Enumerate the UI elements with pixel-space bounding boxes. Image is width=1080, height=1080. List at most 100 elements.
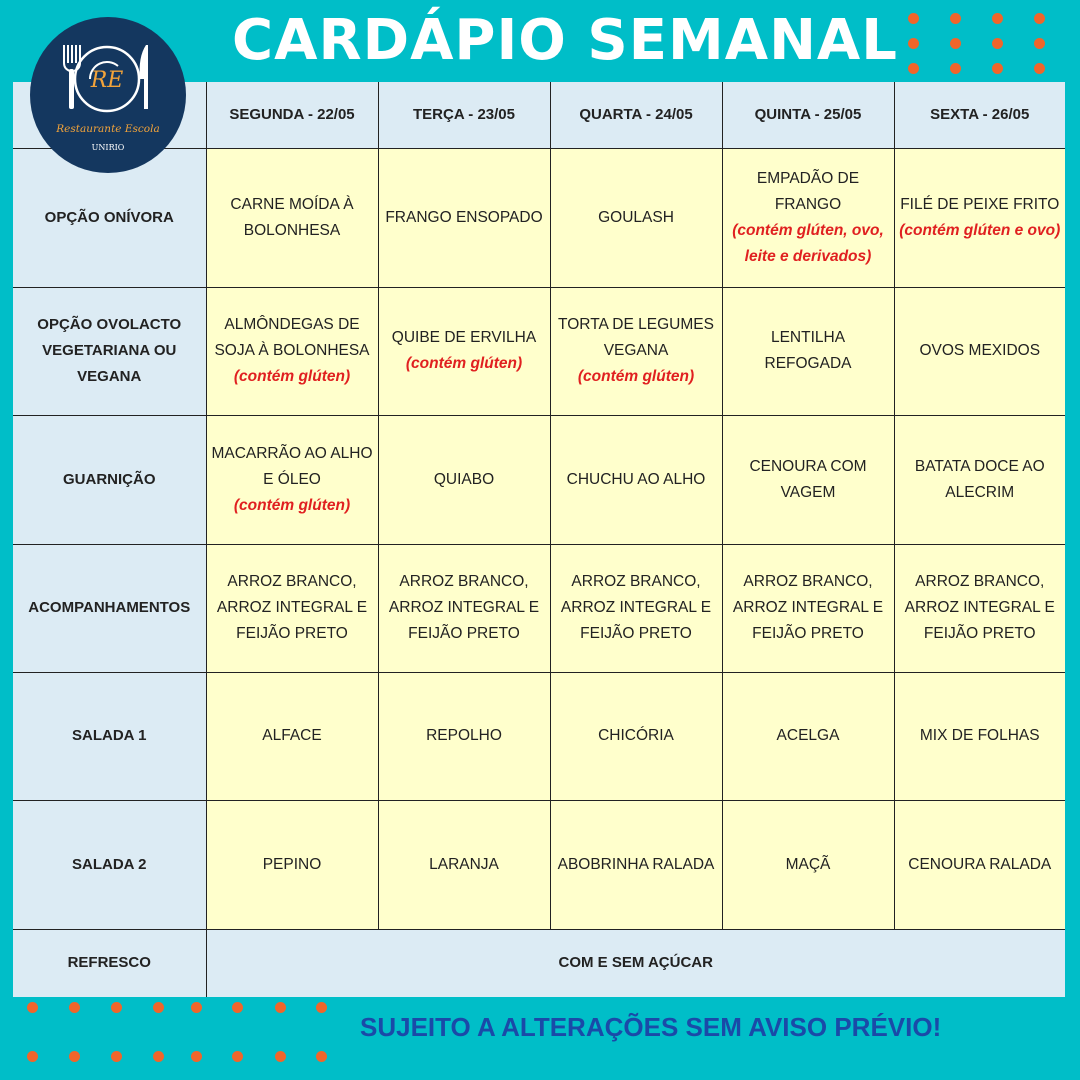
menu-cell: ALMÔNDEGAS DE SOJA À BOLONHESA (contém gl… bbox=[205, 286, 379, 416]
menu-cell: MIX DE FOLHAS bbox=[893, 671, 1065, 801]
dish-name: ARROZ BRANCO, ARROZ INTEGRAL E FEIJÃO PR… bbox=[216, 573, 368, 642]
day-label: QUINTA - 25/05 bbox=[754, 105, 862, 123]
menu-cell: ARROZ BRANCO, ARROZ INTEGRAL E FEIJÃO PR… bbox=[377, 543, 551, 673]
dot bbox=[153, 1002, 164, 1013]
table-row: SALADA 2 PEPINO LARANJA ABOBRINHA RALADA MAÇ… bbox=[13, 799, 1065, 930]
menu-cell: ARROZ BRANCO, ARROZ INTEGRAL E FEIJÃO PR… bbox=[893, 543, 1065, 673]
dot bbox=[908, 13, 919, 24]
menu-cell: ABOBRINHA RALADA bbox=[549, 799, 723, 930]
menu-cell: ARROZ BRANCO, ARROZ INTEGRAL E FEIJÃO PR… bbox=[205, 543, 379, 673]
dot bbox=[69, 1002, 80, 1013]
dot bbox=[27, 1051, 38, 1062]
table-row: ACOMPANHAMENTOS ARROZ BRANCO, ARROZ INTEG… bbox=[13, 543, 1065, 673]
dot bbox=[908, 63, 919, 74]
row-label-text: GUARNIÇÃO bbox=[63, 470, 156, 488]
menu-cell: MACARRÃO AO ALHO E ÓLEO (contém glúten) bbox=[205, 414, 379, 545]
day-label: SEGUNDA - 22/05 bbox=[229, 105, 355, 123]
menu-cell: ACELGA bbox=[721, 671, 895, 801]
dish-name: MIX DE FOLHAS bbox=[919, 727, 1040, 744]
day-header: SEGUNDA - 22/05 bbox=[205, 82, 379, 149]
page-title: CARDÁPIO SEMANAL bbox=[232, 8, 898, 73]
dish-name: ALFACE bbox=[262, 727, 322, 744]
dot bbox=[992, 63, 1003, 74]
menu-cell: CARNE MOÍDA À BOLONHESA bbox=[205, 147, 379, 288]
dot bbox=[275, 1051, 286, 1062]
dish-name: MAÇÃ bbox=[785, 855, 831, 873]
row-label-text: OPÇÃO ONÍVORA bbox=[44, 208, 174, 226]
refresco-cell: COM E SEM AÇÚCAR bbox=[205, 928, 1065, 997]
dish-name: BATATA DOCE AO ALECRIM bbox=[914, 457, 1045, 501]
menu-cell: LARANJA bbox=[377, 799, 551, 930]
dot bbox=[275, 1002, 286, 1013]
refresco-row: REFRESCO COM E SEM AÇÚCAR bbox=[13, 928, 1065, 997]
dish-name: ARROZ BRANCO, ARROZ INTEGRAL E FEIJÃO PR… bbox=[904, 573, 1055, 642]
allergen-note: (contém glúten, ovo, leite e derivados) bbox=[732, 221, 884, 265]
dot bbox=[27, 1002, 38, 1013]
dot bbox=[111, 1002, 122, 1013]
dish-name: ABOBRINHA RALADA bbox=[557, 855, 715, 873]
menu-cell: BATATA DOCE AO ALECRIM bbox=[893, 414, 1065, 545]
dish-name: MACARRÃO AO ALHO E ÓLEO bbox=[211, 444, 373, 488]
dot bbox=[950, 63, 961, 74]
restaurant-logo: RE Restaurante Escola UNIRIO bbox=[30, 17, 186, 173]
dot bbox=[232, 1002, 243, 1013]
row-label-text: SALADA 1 bbox=[72, 727, 147, 744]
menu-cell: GOULASH bbox=[549, 147, 723, 288]
allergen-note: (contém glúten) bbox=[233, 496, 351, 514]
dish-name: ARROZ BRANCO, ARROZ INTEGRAL E FEIJÃO PR… bbox=[388, 573, 540, 642]
table-row: SALADA 1 ALFACE REPOLHO CHICÓRIA ACELGA MIX D… bbox=[13, 671, 1065, 801]
menu-cell: QUIBE DE ERVILHA (contém glúten) bbox=[377, 286, 551, 416]
day-header: SEXTA - 26/05 bbox=[893, 82, 1065, 149]
menu-cell: CENOURA COM VAGEM bbox=[721, 414, 895, 545]
plate-cutlery-icon: RE Restaurante Escola UNIRIO bbox=[55, 45, 160, 152]
dish-name: OVOS MEXIDOS bbox=[919, 342, 1041, 359]
menu-cell: MAÇÃ bbox=[721, 799, 895, 930]
dish-name: LENTILHA REFOGADA bbox=[764, 329, 852, 372]
table-row: OPÇÃO OVOLACTO VEGETARIANA OU VEGANA ALMÔ… bbox=[13, 286, 1065, 416]
dish-name: PEPINO bbox=[262, 855, 322, 873]
menu-cell: ALFACE bbox=[205, 671, 379, 801]
dish-name: REPOLHO bbox=[426, 727, 502, 744]
row-label-text: SALADA 2 bbox=[72, 855, 147, 873]
menu-cell: REPOLHO bbox=[377, 671, 551, 801]
day-header: TERÇA - 23/05 bbox=[377, 82, 551, 149]
menu-cell: ARROZ BRANCO, ARROZ INTEGRAL E FEIJÃO PR… bbox=[721, 543, 895, 673]
refresco-value: COM E SEM AÇÚCAR bbox=[558, 954, 713, 972]
dish-name: ACELGA bbox=[776, 727, 840, 744]
dish-name: CHICÓRIA bbox=[598, 727, 674, 744]
dish-name: QUIABO bbox=[433, 470, 495, 488]
menu-cell: FILÉ DE PEIXE FRITO (contém glúten e ovo) bbox=[893, 147, 1065, 288]
dish-name: QUIBE DE ERVILHA bbox=[391, 329, 537, 346]
dish-name: FILÉ DE PEIXE FRITO bbox=[900, 195, 1060, 213]
menu-cell: LENTILHA REFOGADA bbox=[721, 286, 895, 416]
menu-cell: CHICÓRIA bbox=[549, 671, 723, 801]
row-label-text: ACOMPANHAMENTOS bbox=[28, 599, 191, 616]
dot bbox=[69, 1051, 80, 1062]
dish-name: LARANJA bbox=[429, 855, 499, 873]
day-label: QUARTA - 24/05 bbox=[579, 105, 693, 123]
dot bbox=[316, 1051, 327, 1062]
dish-name: ARROZ BRANCO, ARROZ INTEGRAL E FEIJÃO PR… bbox=[560, 573, 712, 642]
dish-name: CHUCHU AO ALHO bbox=[566, 470, 706, 488]
row-label: GUARNIÇÃO bbox=[13, 414, 207, 545]
dot bbox=[1034, 38, 1045, 49]
menu-cell: EMPADÃO DE FRANGO (contém glúten, ovo, le… bbox=[721, 147, 895, 288]
dish-name: ALMÔNDEGAS DE SOJA À BOLONHESA bbox=[214, 316, 370, 359]
disclaimer: SUJEITO A ALTERAÇÕES SEM AVISO PRÉVIO! bbox=[360, 1012, 942, 1042]
menu-cell: TORTA DE LEGUMES VEGANA (contém glúten) bbox=[549, 286, 723, 416]
dot bbox=[153, 1051, 164, 1062]
menu-cell: CHUCHU AO ALHO bbox=[549, 414, 723, 545]
menu-cell: OVOS MEXIDOS bbox=[893, 286, 1065, 416]
day-header: QUARTA - 24/05 bbox=[549, 82, 723, 149]
row-label: OPÇÃO OVOLACTO VEGETARIANA OU VEGANA bbox=[13, 286, 207, 416]
dot bbox=[191, 1002, 202, 1013]
menu-cell: ARROZ BRANCO, ARROZ INTEGRAL E FEIJÃO PR… bbox=[549, 543, 723, 673]
menu-table: SEGUNDA - 22/05 TERÇA - 23/05 QUARTA - 24/… bbox=[13, 82, 1065, 997]
menu-cell: CENOURA RALADA bbox=[893, 799, 1065, 930]
dish-name: CARNE MOÍDA À BOLONHESA bbox=[230, 195, 354, 239]
dish-name: FRANGO ENSOPADO bbox=[385, 208, 543, 226]
dish-name: CENOURA COM VAGEM bbox=[749, 457, 867, 501]
dish-name: EMPADÃO DE FRANGO bbox=[756, 169, 860, 213]
logo-org: UNIRIO bbox=[92, 143, 125, 152]
dot bbox=[111, 1051, 122, 1062]
